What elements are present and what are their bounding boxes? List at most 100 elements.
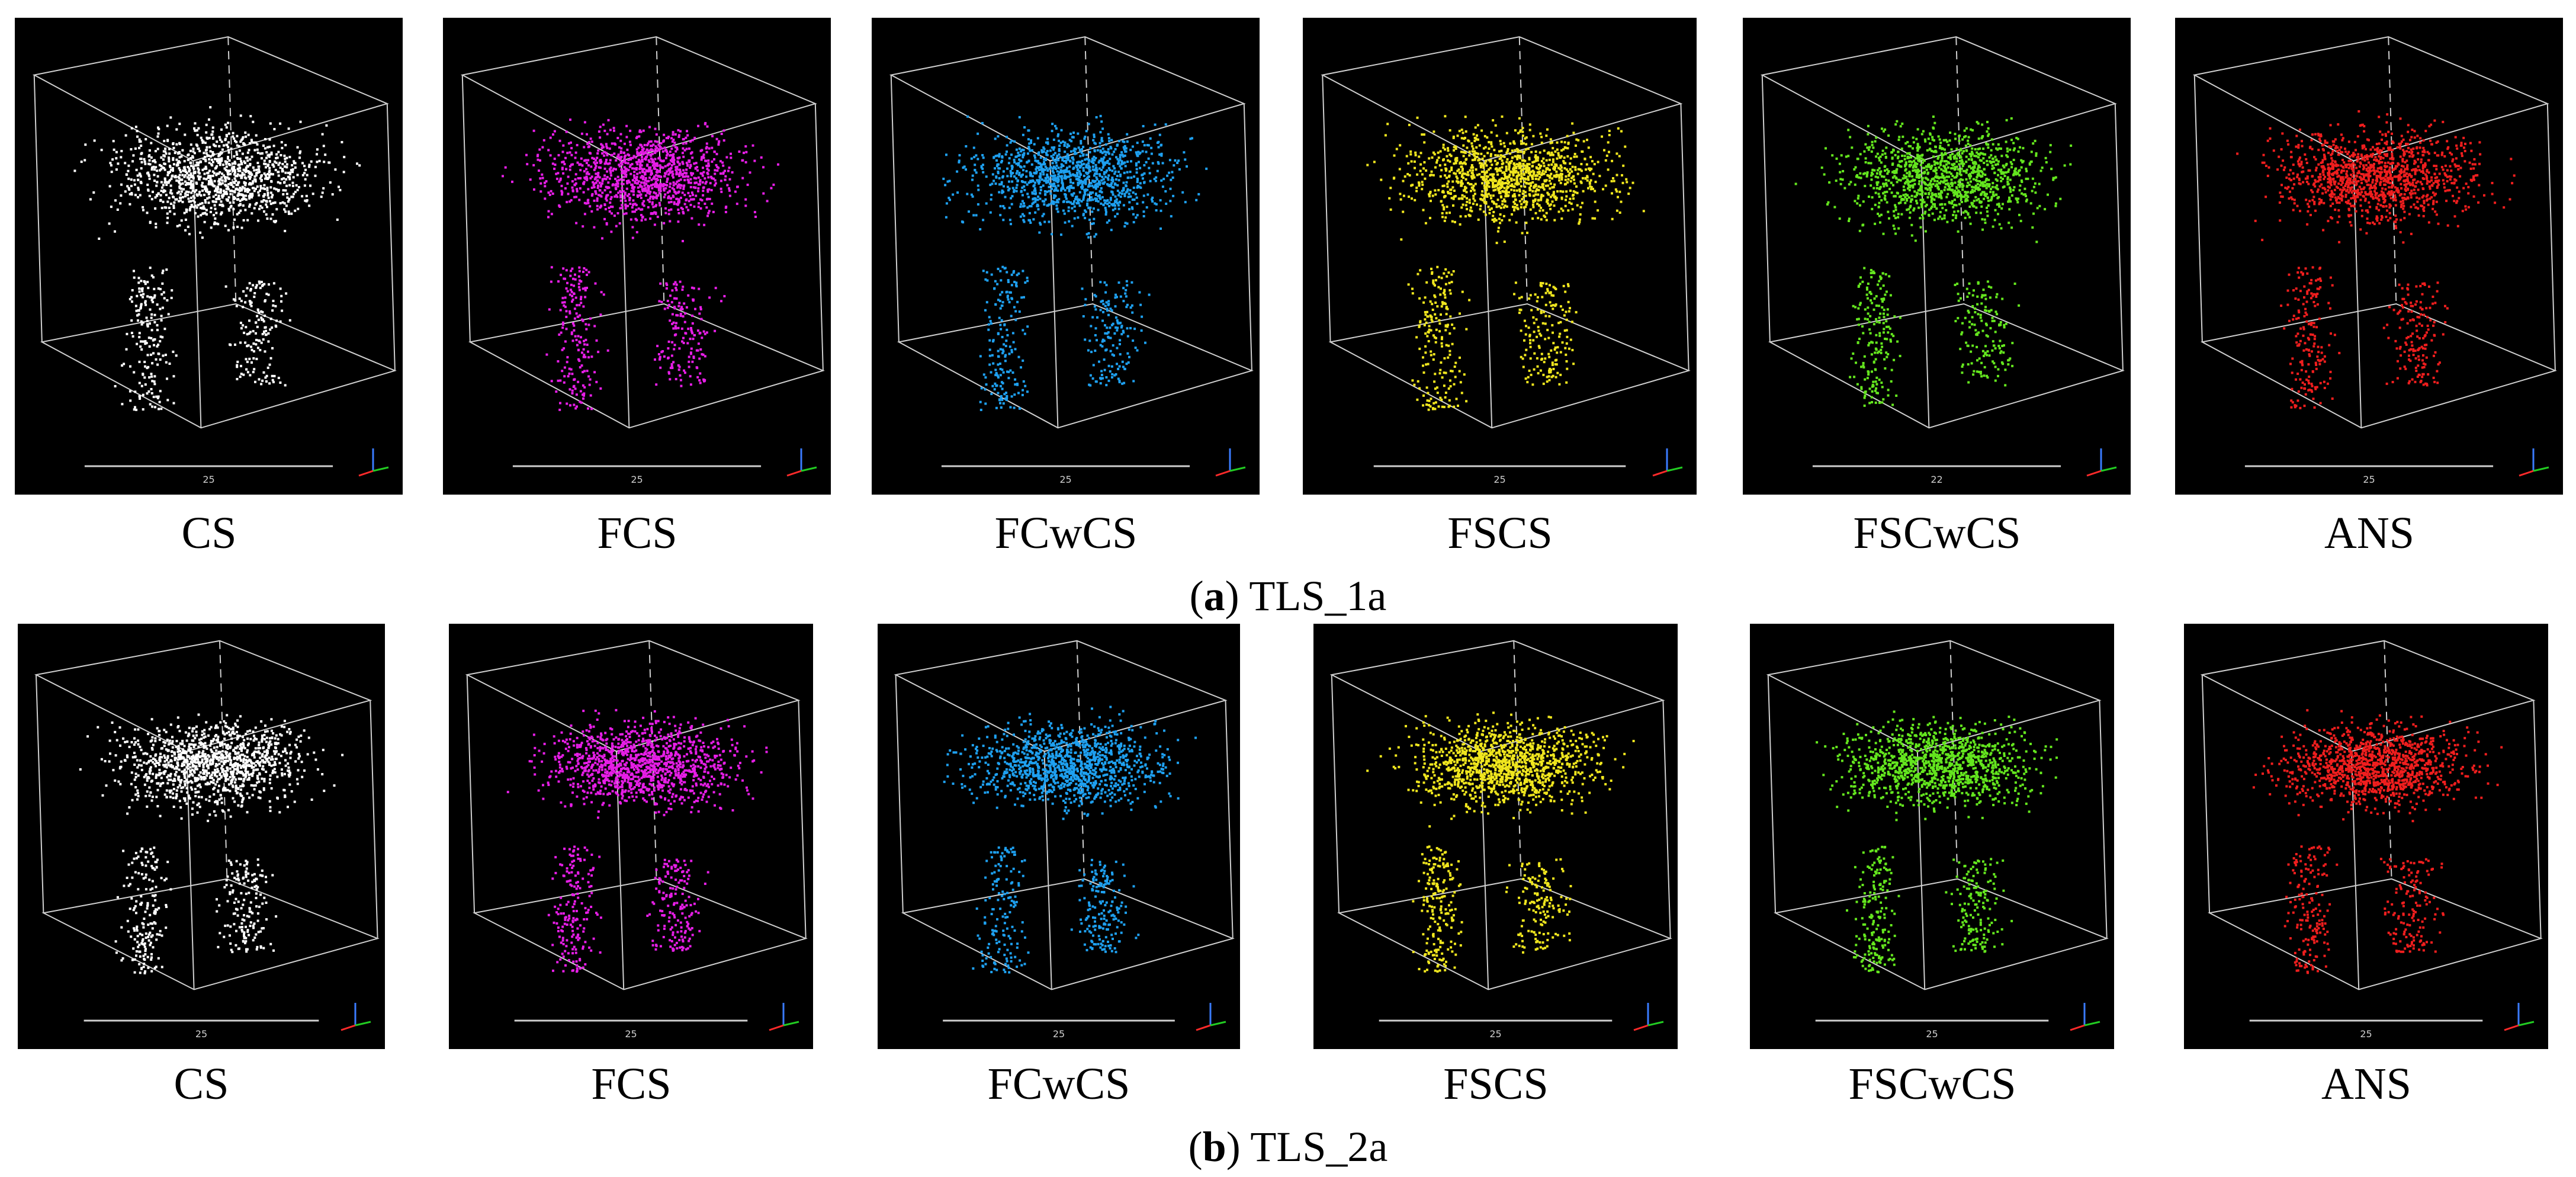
scale-bar: 25	[512, 465, 762, 485]
row-caption-letter: a	[1203, 572, 1225, 620]
row-caption-letter: b	[1202, 1123, 1226, 1170]
method-label-b-fscwcs: FSCwCS	[1848, 1059, 2016, 1109]
point-cluster	[73, 106, 361, 411]
point-cloud-svg: 25	[465, 640, 808, 1040]
method-label-a-ans: ANS	[2324, 508, 2415, 558]
method-label-b-fcs: FCS	[591, 1059, 672, 1109]
point-cluster	[506, 708, 768, 973]
point-cloud-svg: 25	[34, 640, 380, 1040]
scale-bar-label: 25	[203, 474, 214, 485]
point-cloud-panel-b-fcwcs: 25	[878, 624, 1240, 1049]
point-cloud-svg: 25	[1321, 36, 1691, 485]
bounding-box	[34, 640, 380, 990]
method-label-a-fcs: FCS	[597, 508, 677, 558]
scale-bar-label: 25	[1489, 1028, 1501, 1040]
point-cloud-svg: 25	[2200, 640, 2543, 1040]
point-cluster	[2236, 110, 2516, 409]
point-cluster	[1366, 711, 1635, 973]
point-cloud-svg: 25	[889, 36, 1254, 485]
bounding-box	[894, 640, 1235, 990]
point-cloud-panel-b-fscwcs: 25	[1750, 624, 2114, 1049]
axis-triad-icon	[2504, 1003, 2535, 1031]
method-label-b-ans: ANS	[2321, 1059, 2412, 1109]
scale-bar-label: 25	[2363, 474, 2375, 485]
scale-bar: 25	[1379, 1019, 1613, 1040]
scale-bar-label: 25	[1053, 1028, 1065, 1040]
point-cloud-panel-a-fcwcs: 25	[872, 18, 1260, 495]
scale-bar: 25	[2249, 1019, 2483, 1040]
row-caption-text: TLS_1a	[1249, 572, 1387, 620]
point-cloud-panel-b-fcs: 25	[449, 624, 813, 1049]
scale-bar-label: 25	[1926, 1028, 1938, 1040]
scale-bar: 25	[941, 465, 1190, 485]
point-cloud-panel-b-ans: 25	[2184, 624, 2548, 1049]
axis-triad-icon	[2519, 448, 2549, 477]
point-cloud-panel-a-ans: 25	[2175, 18, 2563, 495]
bounding-box	[2200, 640, 2543, 990]
point-cloud-svg: 25	[1766, 640, 2109, 1040]
bounding-box	[460, 36, 825, 429]
method-label-a-fcwcs: FCwCS	[994, 508, 1138, 558]
scale-bar: 25	[84, 465, 333, 485]
point-cloud-panel-b-fscs: 25	[1313, 624, 1678, 1049]
axis-triad-icon	[1652, 448, 1683, 477]
scale-bar-label: 25	[1493, 474, 1505, 485]
row-caption-text: TLS_2a	[1250, 1123, 1388, 1170]
scale-bar: 22	[1812, 465, 2061, 485]
method-label-a-fscs: FSCS	[1447, 508, 1553, 558]
bounding-box	[1329, 640, 1672, 990]
scale-bar: 25	[83, 1019, 319, 1040]
axis-triad-icon	[1215, 448, 1246, 477]
axis-triad-icon	[2070, 1003, 2100, 1031]
axis-triad-icon	[1633, 1003, 1664, 1031]
point-cluster	[2252, 709, 2503, 974]
scale-bar-label: 22	[1931, 474, 1942, 485]
axis-triad-icon	[2086, 448, 2117, 477]
point-cloud-panel-a-cs: 25	[15, 18, 403, 495]
bounding-box	[1760, 36, 2125, 429]
row-caption-a: (a) TLS_1a	[1189, 572, 1387, 620]
bounding-box	[1766, 640, 2109, 990]
scale-bar-label: 25	[2360, 1028, 2372, 1040]
axis-triad-icon	[358, 448, 389, 477]
point-cloud-panel-a-fscs: 25	[1303, 18, 1697, 495]
method-label-b-cs: CS	[174, 1059, 229, 1109]
scale-bar: 25	[1373, 465, 1626, 485]
point-cloud-panel-a-fcs: 25	[443, 18, 831, 495]
scale-bar-label: 25	[195, 1028, 207, 1040]
axis-triad-icon	[786, 448, 817, 477]
scale-bar: 25	[2244, 465, 2494, 485]
point-cluster	[1794, 116, 2073, 407]
point-cluster	[79, 713, 344, 974]
axis-triad-icon	[1196, 1003, 1226, 1031]
point-cluster	[943, 705, 1197, 974]
point-cluster	[502, 118, 779, 411]
bounding-box	[889, 36, 1254, 429]
point-cloud-panel-b-cs: 25	[18, 624, 385, 1049]
scale-bar-label: 25	[1059, 474, 1071, 485]
axis-triad-icon	[769, 1003, 799, 1031]
axis-triad-icon	[341, 1003, 371, 1031]
bounding-box	[32, 36, 397, 429]
scale-bar-label: 25	[625, 1028, 637, 1040]
point-cluster	[942, 114, 1208, 411]
point-cluster	[1366, 115, 1645, 411]
point-cloud-svg: 25	[460, 36, 825, 485]
point-cloud-svg: 25	[1329, 640, 1672, 1040]
point-cluster	[1816, 710, 2058, 974]
method-label-b-fscs: FSCS	[1443, 1059, 1549, 1109]
scale-bar: 25	[514, 1019, 748, 1040]
bounding-box	[2192, 36, 2557, 429]
bounding-box	[1321, 36, 1691, 429]
scale-bar: 25	[1815, 1019, 2049, 1040]
method-label-a-fscwcs: FSCwCS	[1853, 508, 2021, 558]
method-label-b-fcwcs: FCwCS	[987, 1059, 1130, 1109]
scale-bar: 25	[943, 1019, 1175, 1040]
method-label-a-cs: CS	[181, 508, 237, 558]
point-cloud-svg: 22	[1760, 36, 2125, 485]
point-cloud-svg: 25	[32, 36, 397, 485]
row-caption-b: (b) TLS_2a	[1188, 1123, 1388, 1170]
point-cloud-svg: 25	[894, 640, 1235, 1040]
point-cloud-svg: 25	[2192, 36, 2557, 485]
scale-bar-label: 25	[631, 474, 643, 485]
